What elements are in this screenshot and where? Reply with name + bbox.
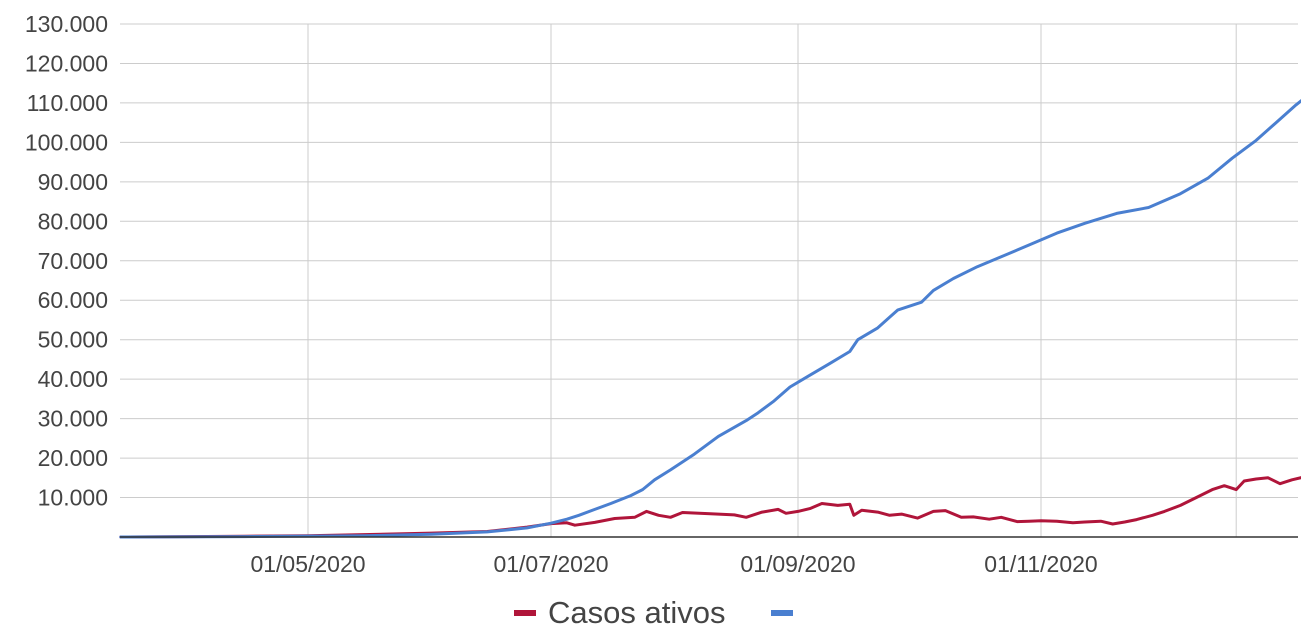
y-tick-label: 60.000 <box>38 287 108 313</box>
y-tick-label: 70.000 <box>38 248 108 274</box>
legend-label-casos-ativos: Casos ativos <box>548 595 725 630</box>
legend-swatch-casos-ativos <box>514 610 536 616</box>
y-tick-label: 120.000 <box>25 50 108 76</box>
x-tick-label: 01/05/2020 <box>250 551 365 577</box>
y-tick-label: 130.000 <box>25 11 108 37</box>
axes: 10.000 20.000 30.000 40.000 50.000 60.000 70.0… <box>25 11 1298 577</box>
y-tick-label: 10.000 <box>38 485 108 511</box>
x-tick-label: 01/11/2020 <box>984 551 1097 577</box>
y-tick-label: 50.000 <box>38 327 108 353</box>
y-tick-label: 40.000 <box>38 366 108 392</box>
series-line-1 <box>119 476 1301 539</box>
x-tick-label: 01/09/2020 <box>740 551 855 577</box>
series-layer <box>119 99 1301 539</box>
x-tick-label: 01/07/2020 <box>493 551 608 577</box>
y-tick-label: 90.000 <box>38 169 108 195</box>
y-tick-label: 110.000 <box>27 90 108 116</box>
y-tick-label: 100.000 <box>25 129 108 155</box>
series-line-2 <box>119 99 1301 539</box>
y-tick-label: 30.000 <box>38 406 108 432</box>
y-tick-label: 20.000 <box>38 445 108 471</box>
y-tick-label: 80.000 <box>38 208 108 234</box>
legend-swatch-series-2 <box>771 610 793 616</box>
grid <box>120 23 1298 537</box>
legend: Casos ativos <box>514 595 793 630</box>
